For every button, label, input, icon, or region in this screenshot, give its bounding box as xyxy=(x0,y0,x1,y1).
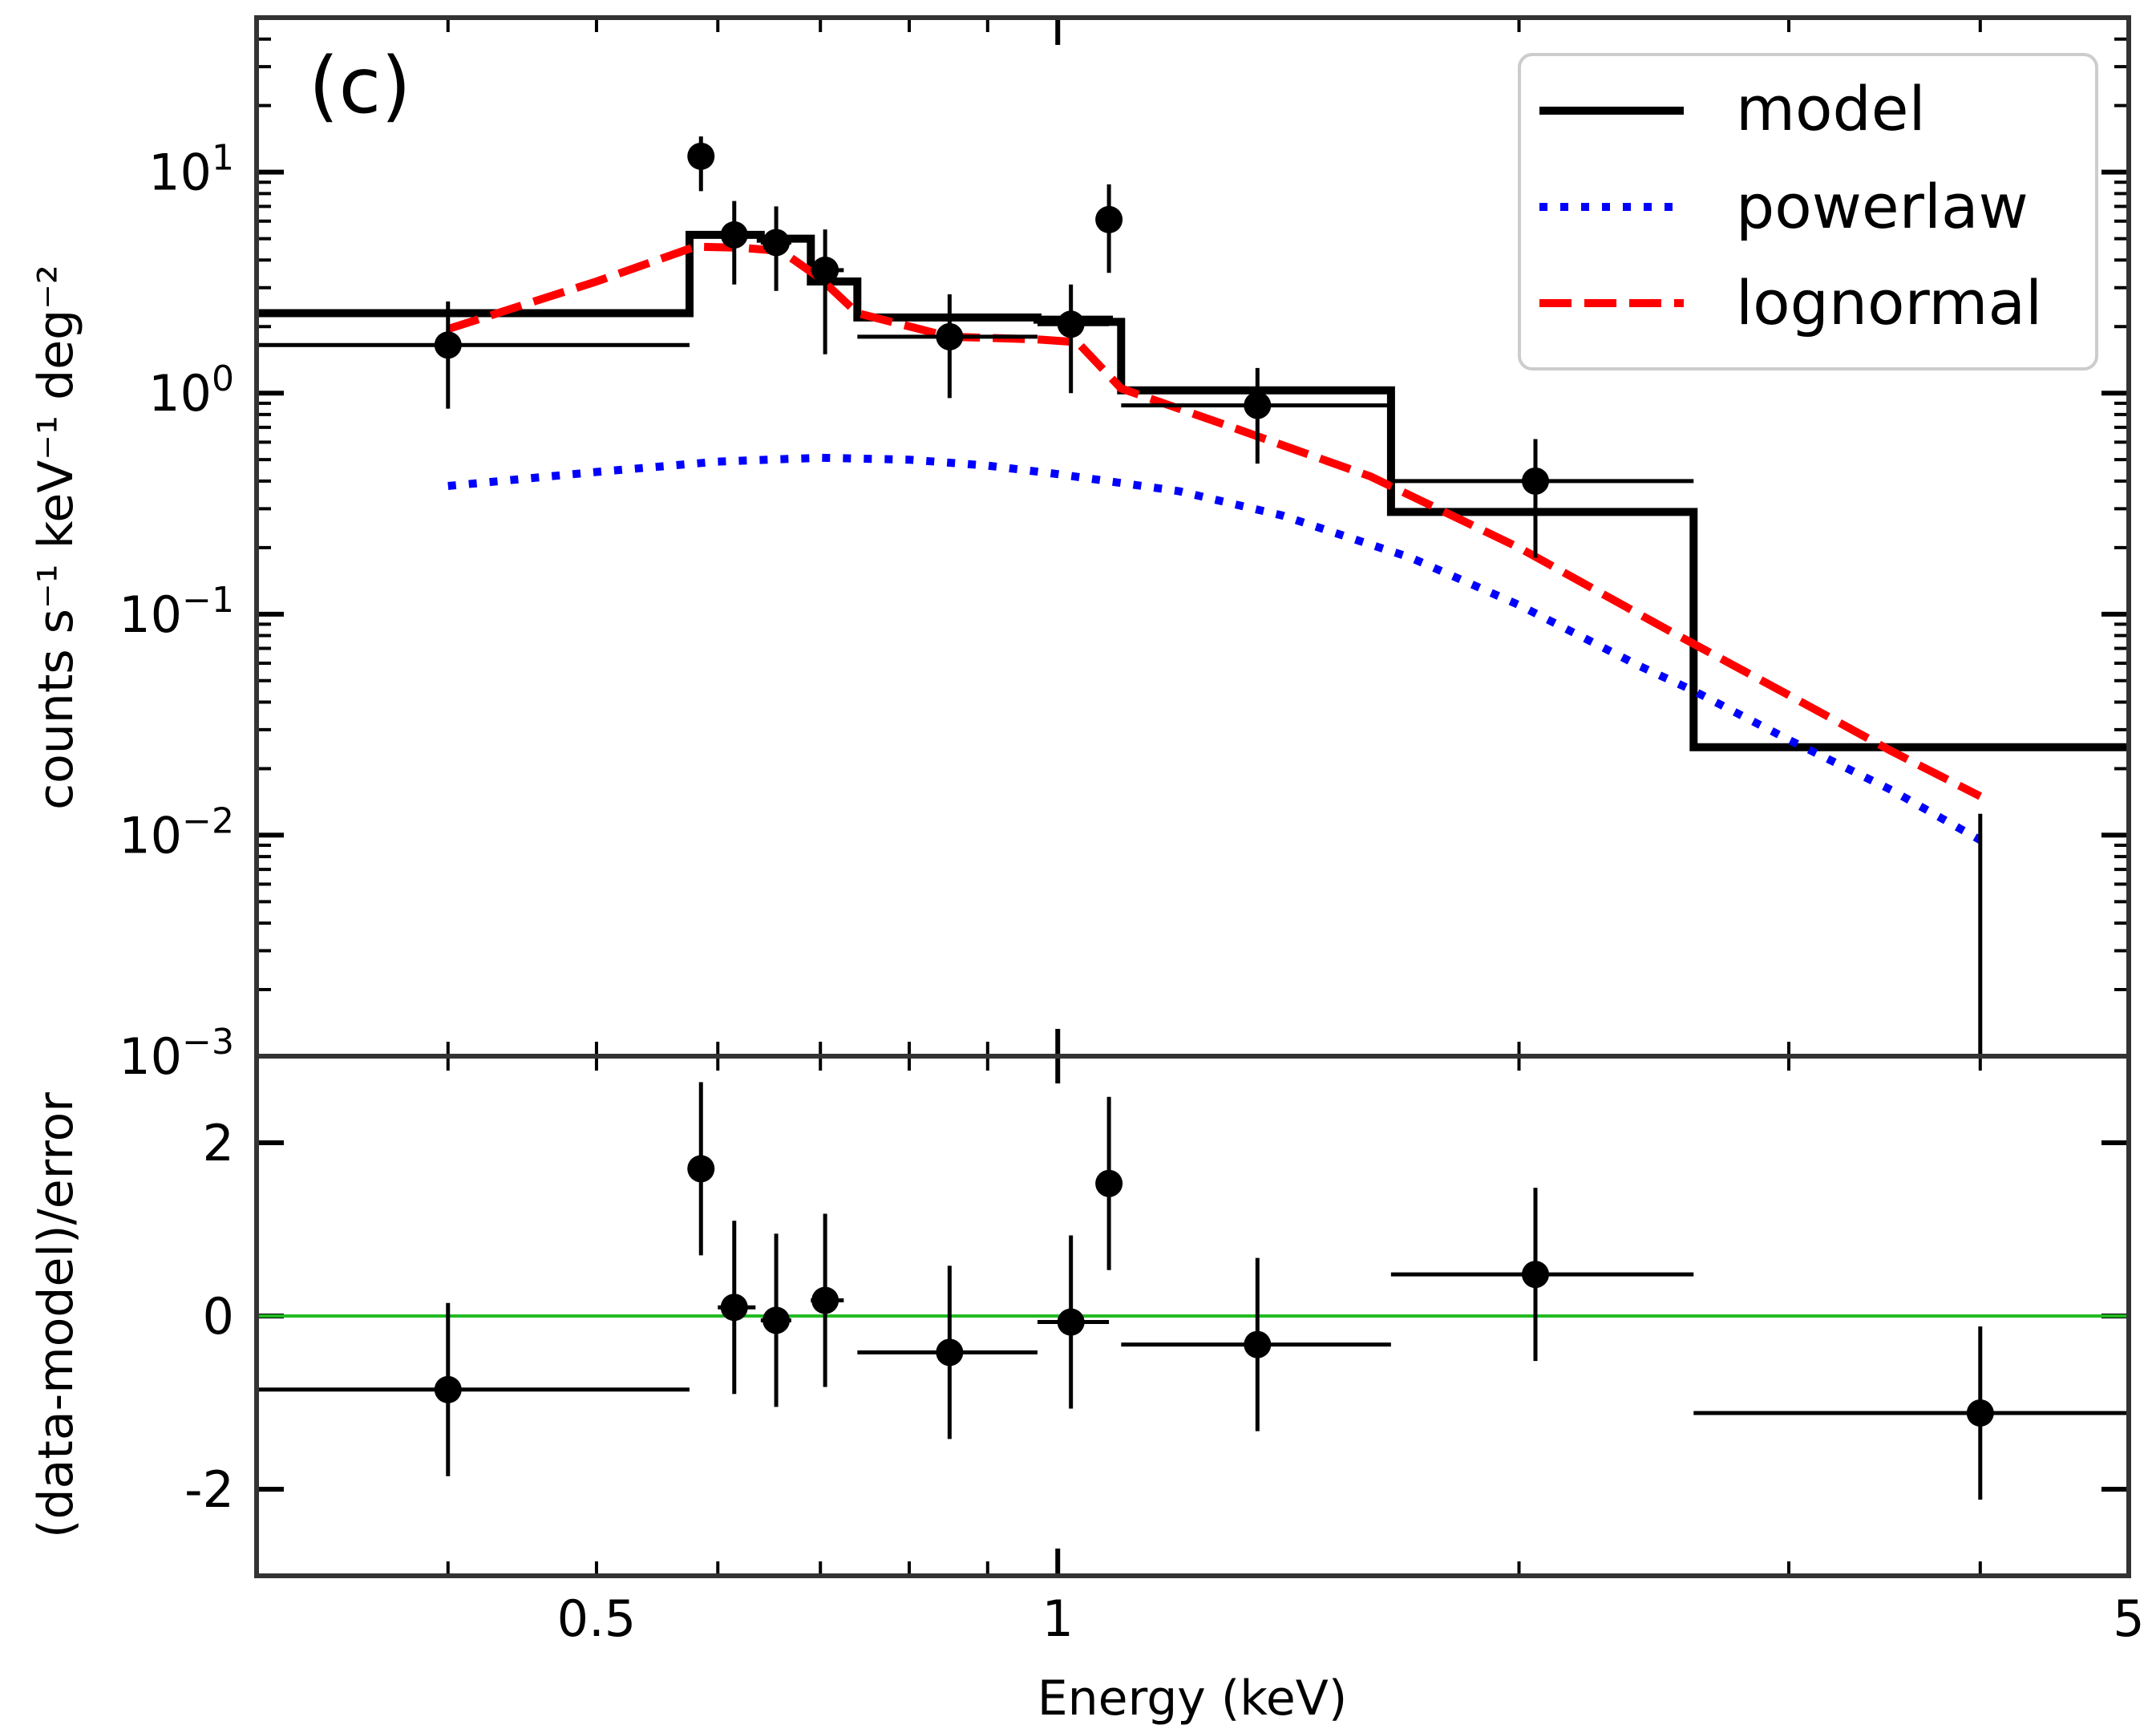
data-marker xyxy=(434,331,462,359)
top-plot-area xyxy=(257,136,2129,1056)
y-tick-label: 0 xyxy=(203,1287,234,1346)
data-marker xyxy=(762,1306,791,1334)
x-tick-label: 1 xyxy=(1042,1589,1074,1648)
data-point xyxy=(760,1233,791,1407)
data-point xyxy=(257,1302,690,1476)
data-marker xyxy=(1095,1169,1123,1197)
top-y-axis-label: counts s⁻¹ keV⁻¹ deg⁻² xyxy=(28,265,84,810)
data-point xyxy=(718,200,756,285)
data-marker xyxy=(720,221,748,249)
data-marker xyxy=(1522,1261,1550,1289)
data-marker xyxy=(1095,205,1123,233)
x-tick-labels: 0.5 1 5 xyxy=(557,1589,2145,1648)
data-marker xyxy=(762,229,791,257)
data-point xyxy=(1095,184,1123,273)
y-tick-label: 10−2 xyxy=(119,800,234,865)
data-point xyxy=(760,206,791,291)
data-point xyxy=(811,1213,844,1387)
legend-label-lognormal: lognormal xyxy=(1736,267,2042,338)
data-point xyxy=(1095,1096,1123,1270)
data-marker xyxy=(1057,310,1085,338)
data-marker xyxy=(1966,1399,1994,1427)
y-tick-label: 2 xyxy=(203,1114,234,1172)
y-tick-label: 10−1 xyxy=(119,579,234,644)
data-marker xyxy=(936,1338,964,1367)
data-point xyxy=(811,229,844,354)
top-y-tick-labels: 101 100 10−1 10−2 10−3 xyxy=(119,137,234,1086)
data-marker xyxy=(811,1286,839,1314)
x-axis-label: Energy (keV) xyxy=(1038,1670,1348,1727)
data-point xyxy=(1037,284,1110,394)
data-point xyxy=(257,301,690,409)
series-powerlaw xyxy=(447,453,1983,844)
legend-label-model: model xyxy=(1736,73,1926,144)
data-point xyxy=(1390,439,1694,558)
bottom-panel-frame xyxy=(254,1054,2131,1578)
data-point xyxy=(1121,1257,1391,1431)
data-point xyxy=(718,1221,756,1395)
x-tick-label: 5 xyxy=(2113,1589,2144,1648)
data-point xyxy=(687,1082,715,1256)
data-point xyxy=(1121,367,1391,464)
data-point xyxy=(857,294,1038,399)
residuals-panel: 2 0 -2 0.5 1 5 (data-model)/error Energy (ke… xyxy=(28,1054,2145,1727)
bottom-y-axis-label: (data-model)/error xyxy=(28,1092,84,1538)
data-point xyxy=(1037,1235,1110,1409)
y-tick-label: -2 xyxy=(184,1460,234,1519)
data-marker xyxy=(1522,467,1550,495)
data-marker xyxy=(687,142,715,170)
x-tick-label: 0.5 xyxy=(557,1589,637,1648)
y-tick-label: 10−3 xyxy=(119,1022,234,1087)
spectrum-panel: 101 100 10−1 10−2 10−3 (c) counts s⁻¹ keV⁻¹ … xyxy=(28,15,2131,1086)
data-point xyxy=(857,1265,1038,1439)
bottom-plot-area xyxy=(257,1082,2129,1500)
data-point xyxy=(687,136,715,192)
legend-box xyxy=(1518,53,2098,370)
legend-label-powerlaw: powerlaw xyxy=(1736,171,2029,242)
bottom-y-tick-labels: 2 0 -2 xyxy=(184,1114,234,1519)
y-tick-label: 100 xyxy=(148,358,234,423)
series-model xyxy=(257,230,2129,751)
data-marker xyxy=(811,256,839,284)
data-marker xyxy=(1244,1330,1272,1358)
data-marker xyxy=(434,1375,462,1403)
data-marker xyxy=(1057,1308,1085,1336)
y-tick-label: 101 xyxy=(148,137,234,202)
data-point xyxy=(1390,1188,1694,1362)
data-point xyxy=(1693,1326,2129,1500)
data-marker xyxy=(1244,391,1272,419)
data-marker xyxy=(687,1155,715,1183)
legend: model powerlaw lognormal xyxy=(1518,53,2098,370)
data-marker xyxy=(936,322,964,350)
data-marker xyxy=(720,1294,748,1322)
panel-label: (c) xyxy=(309,41,411,131)
